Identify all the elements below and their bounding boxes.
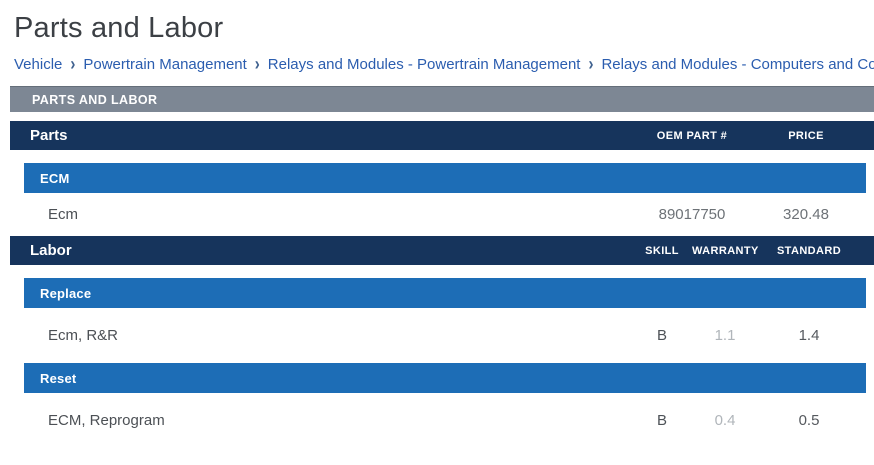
labor-header-title: Labor <box>30 242 72 259</box>
part-oem-number: 89017750 <box>658 206 726 223</box>
group-bar-label: Replace <box>40 285 92 301</box>
parts-header-row: Parts OEM PART # PRICE <box>10 121 874 150</box>
page-title: Parts and Labor <box>14 12 224 44</box>
column-header-warranty: WARRANTY <box>692 244 759 257</box>
labor-operation-name: Ecm, R&R <box>48 327 119 344</box>
table-row: Ecm 89017750 320.48 <box>10 193 874 236</box>
labor-operation-name: ECM, Reprogram <box>48 412 165 429</box>
group-bar-reset: Reset <box>24 363 866 393</box>
labor-header-row: Labor SKILL WARRANTY STANDARD <box>10 236 874 265</box>
part-price: 320.48 <box>783 206 829 223</box>
column-header-standard: STANDARD <box>776 244 842 257</box>
labor-standard-value: 0.5 <box>798 412 820 429</box>
breadcrumb: Vehicle › Powertrain Management › Relays… <box>14 56 874 73</box>
labor-warranty-value: 1.1 <box>714 327 736 344</box>
page-header: Parts and Labor Vehicle › Powertrain Man… <box>0 0 874 73</box>
table-row: ECM, Reprogram B 0.4 0.5 <box>10 393 874 448</box>
group-bar-label: Reset <box>40 370 77 386</box>
parts-header-title: Parts <box>30 127 68 144</box>
breadcrumb-link-vehicle[interactable]: Vehicle <box>14 56 63 73</box>
part-name: Ecm <box>48 206 78 223</box>
column-header-skill: SKILL <box>645 244 679 257</box>
section-header-bar: PARTS AND LABOR <box>10 86 874 112</box>
parts-and-labor-table: PARTS AND LABOR Parts OEM PART # PRICE E… <box>10 86 874 448</box>
group-bar-ecm: ECM <box>24 163 866 193</box>
breadcrumb-link-relays-modules-powertrain[interactable]: Relays and Modules - Powertrain Manageme… <box>267 56 581 73</box>
labor-skill-value: B <box>656 412 667 429</box>
labor-standard-value: 1.4 <box>798 327 820 344</box>
group-bar-label: ECM <box>40 170 70 186</box>
table-row: Ecm, R&R B 1.1 1.4 <box>10 308 874 363</box>
chevron-right-icon: › <box>588 56 594 73</box>
labor-skill-value: B <box>656 327 667 344</box>
section-header-label: PARTS AND LABOR <box>32 92 158 107</box>
group-bar-replace: Replace <box>24 278 866 308</box>
breadcrumb-link-powertrain-management[interactable]: Powertrain Management <box>83 56 247 73</box>
breadcrumb-link-relays-modules-computers[interactable]: Relays and Modules - Computers and Contr… <box>601 56 874 73</box>
chevron-right-icon: › <box>254 56 260 73</box>
column-header-oem-part: OEM PART # <box>656 129 728 142</box>
labor-warranty-value: 0.4 <box>714 412 736 429</box>
column-header-price: PRICE <box>788 129 824 142</box>
chevron-right-icon: › <box>70 56 76 73</box>
